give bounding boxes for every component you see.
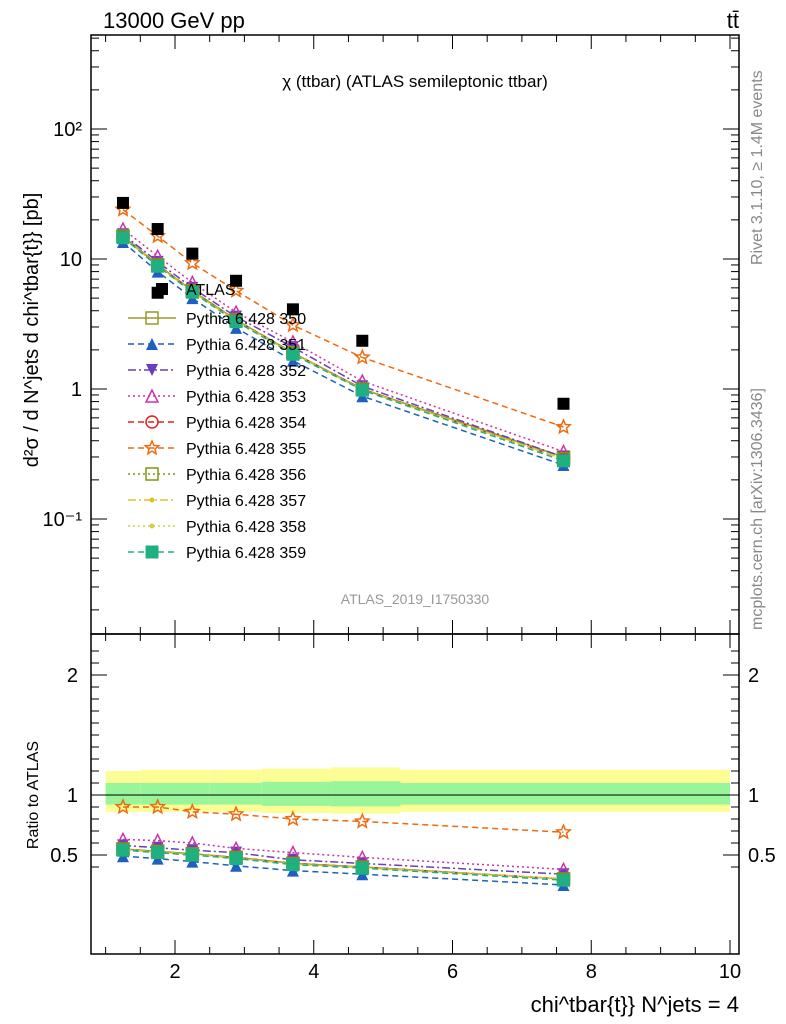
legend-label: Pythia 6.428 353	[186, 389, 306, 406]
atlas-data-point	[557, 397, 570, 410]
legend-label: Pythia 6.428 352	[186, 363, 306, 380]
legend-marker	[149, 497, 155, 503]
legend-label: Pythia 6.428 356	[186, 467, 306, 484]
ratio-data-point	[229, 852, 243, 866]
main-data-point	[284, 316, 302, 333]
legend-label: Pythia 6.428 358	[186, 519, 306, 536]
main-data-point	[116, 231, 130, 245]
legend-marker	[145, 545, 159, 559]
legend-label: Pythia 6.428 354	[186, 415, 306, 432]
legend-marker	[143, 439, 161, 456]
ratio-band-green	[400, 783, 730, 805]
main-data-point	[227, 281, 245, 298]
legend-marker	[146, 364, 158, 376]
ratio-y-tick-label-right: 0.5	[748, 845, 776, 867]
mcplots-label: mcplots.cern.ch [arXiv:1306.3436]	[749, 388, 766, 630]
ratio-data-point	[149, 798, 167, 815]
header-right: tt̄	[727, 8, 739, 33]
legend-label: Pythia 6.428 359	[186, 545, 306, 562]
ratio-y-axis-label: Ratio to ATLAS	[25, 741, 42, 849]
main-data-point	[557, 454, 570, 468]
ratio-data-point	[284, 810, 302, 827]
ratio-y-tick-label: 1	[67, 785, 78, 807]
header-left: 13000 GeV pp	[103, 8, 245, 33]
legend-marker	[144, 388, 160, 403]
atlas-data-point	[186, 247, 199, 260]
watermark: ATLAS_2019_I1750330	[341, 591, 490, 607]
main-series-line	[122, 209, 564, 428]
ratio-data-point	[557, 873, 570, 887]
ratio-band-green	[209, 783, 262, 805]
main-series-line	[122, 228, 564, 453]
atlas-data-point	[286, 303, 299, 316]
ratio-data-point	[286, 858, 300, 872]
main-data-point	[353, 348, 371, 365]
legend-label: Pythia 6.428 350	[186, 311, 306, 328]
ratio-data-point	[554, 823, 573, 840]
ratio-data-point	[114, 798, 132, 815]
ratio-data-point	[183, 802, 201, 820]
legend-label: Pythia 6.428 355	[186, 441, 306, 458]
ratio-band-green	[105, 783, 141, 805]
ratio-data-point	[151, 846, 165, 860]
legend-label: Pythia 6.428 351	[186, 337, 306, 354]
ratio-plot-frame	[90, 633, 740, 955]
main-chart-title: χ (ttbar) (ATLAS semileptonic ttbar)	[282, 72, 548, 91]
ratio-y-tick-label-right: 1	[748, 785, 759, 807]
ratio-data-point	[227, 805, 245, 822]
atlas-data-point	[230, 274, 243, 287]
legend-marker	[145, 467, 159, 481]
x-tick-label: 10	[719, 961, 741, 983]
ratio-data-point	[353, 812, 371, 829]
main-data-point	[185, 285, 199, 299]
main-y-tick-label: 1	[71, 379, 82, 401]
atlas-data-point	[356, 334, 369, 347]
main-data-point	[151, 259, 165, 273]
legend-marker	[145, 415, 159, 429]
x-axis-label: chi^tbar{t}} N^jets = 4	[531, 992, 739, 1017]
atlas-data-point	[116, 196, 129, 209]
legend-label: ATLAS	[186, 282, 236, 299]
main-y-axis-label: d²σ / d N^jets d chi^tbar{t}} [pb]	[21, 193, 43, 468]
ratio-y-tick-label: 2	[67, 665, 78, 687]
ratio-uncertainty-band	[105, 767, 730, 814]
ratio-data-point	[355, 861, 369, 875]
main-data-point	[554, 418, 573, 435]
x-tick-label: 6	[447, 961, 458, 983]
main-plot-area	[114, 196, 573, 472]
main-y-tick-label: 10²	[53, 119, 82, 141]
legend-marker	[149, 523, 155, 529]
ratio-y-tick-label: 0.5	[50, 845, 78, 867]
ratio-series-line	[123, 806, 564, 833]
ratio-series-line	[122, 838, 564, 871]
rivet-label: Rivet 3.1.10, ≥ 1.4M events	[749, 70, 766, 265]
main-data-point	[355, 383, 369, 397]
ratio-data-point	[116, 843, 130, 857]
main-data-point	[229, 315, 243, 329]
ratio-band-green	[140, 783, 175, 805]
legend: ATLAS Pythia 6.428 350 Pythia 6.428 351 Pyt…	[128, 282, 306, 562]
legend-marker	[146, 338, 158, 350]
main-y-tick-label: 10	[60, 249, 82, 271]
ratio-band-green	[331, 781, 401, 807]
ratio-plot-area	[114, 798, 573, 891]
ratio-band-green	[175, 783, 210, 805]
x-tick-label: 4	[308, 961, 319, 983]
main-y-tick-label: 10⁻¹	[43, 509, 83, 531]
legend-marker	[145, 311, 159, 325]
ratio-data-point	[230, 859, 243, 872]
legend-label: Pythia 6.428 357	[186, 493, 306, 510]
x-tick-label: 8	[586, 961, 597, 983]
ratio-band-green	[261, 781, 332, 806]
legend-marker	[156, 283, 168, 295]
ratio-data-point	[185, 848, 199, 862]
main-data-point	[183, 254, 201, 271]
atlas-data-point	[151, 223, 164, 236]
main-data-point	[286, 347, 300, 361]
ratio-y-tick-label-right: 2	[748, 665, 759, 687]
x-tick-label: 2	[169, 961, 180, 983]
